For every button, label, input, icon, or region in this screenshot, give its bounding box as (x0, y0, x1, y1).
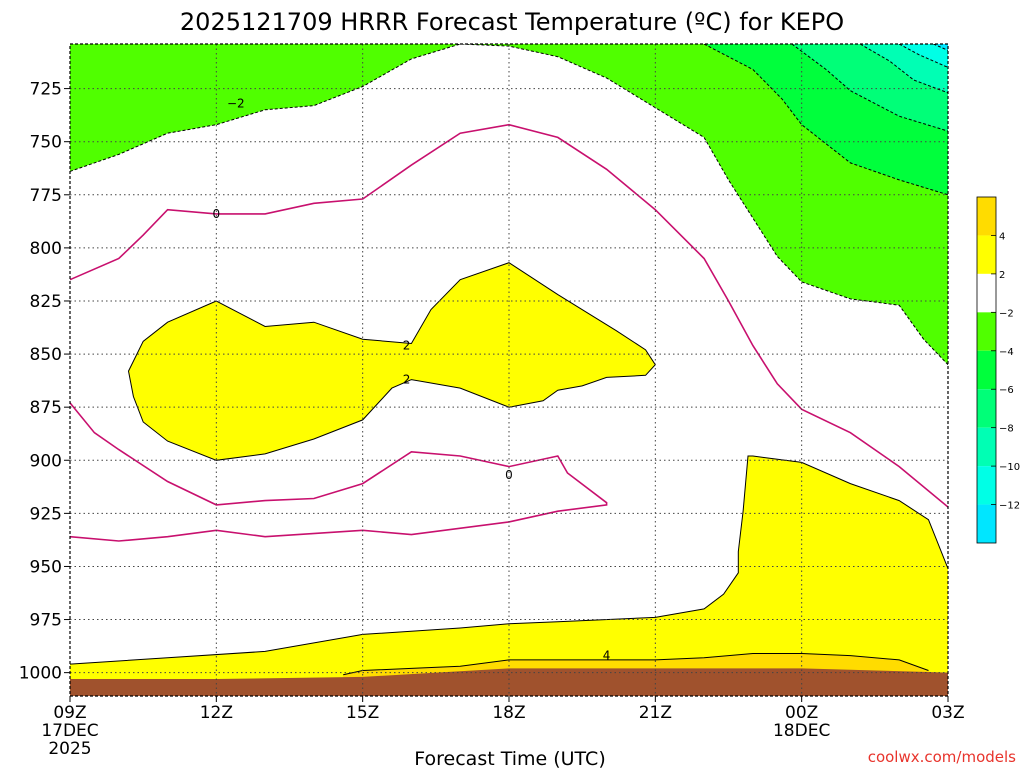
colorbar-label: −4 (999, 347, 1014, 358)
x-axis-label: Forecast Time (UTC) (414, 748, 605, 768)
contour-label: 0 (505, 468, 513, 482)
colorbar-label: 2 (999, 270, 1005, 281)
colorbar-swatch (977, 312, 996, 351)
colorbar-label: −10 (999, 462, 1020, 473)
isotherm-minus-2 (70, 44, 948, 366)
colorbar-swatch (977, 466, 996, 505)
contour-label: 0 (213, 207, 221, 221)
x-tick-label: 15Z (346, 703, 379, 723)
colorbar-swatch (977, 504, 996, 543)
colorbar-swatch (977, 197, 996, 236)
contour-label: 2 (403, 373, 411, 387)
x-tick-date: 17DEC (41, 721, 98, 741)
contour-label: 4 (603, 649, 611, 663)
colorbar-label: −8 (999, 424, 1014, 435)
y-tick-label: 850 (30, 345, 62, 365)
cold-isotherm-2 (791, 44, 948, 132)
colorbar-swatch (977, 235, 996, 274)
y-tick-label: 950 (30, 557, 62, 577)
y-tick-label: 1000 (19, 664, 62, 684)
freezing-line-upper (70, 123, 948, 508)
cold-isotherm-1 (703, 44, 948, 196)
colorbar-label: −6 (999, 385, 1014, 396)
isotherm-plus-4 (343, 653, 929, 676)
freezing-line-lower (70, 402, 608, 542)
y-tick-label: 775 (30, 186, 62, 206)
y-tick-label: 800 (30, 239, 62, 259)
y-tick-label: 975 (30, 611, 62, 631)
x-tick-label: 09Z (53, 703, 86, 723)
y-tick-label: 725 (30, 80, 62, 100)
x-tick-year: 2025 (48, 739, 91, 759)
grid (70, 44, 948, 696)
y-tick-label: 825 (30, 292, 62, 312)
y-tick-label: 925 (30, 504, 62, 524)
colorbar-label: −2 (999, 308, 1014, 319)
x-tick-date: 18DEC (773, 721, 830, 741)
axes: 725 750 775 800 825 850 875 900 925 950 975 1000 09Z… (19, 43, 965, 759)
warm-blob-midlevel (127, 262, 656, 461)
cold-region (70, 44, 948, 365)
contour-label: −2 (227, 96, 245, 110)
x-tick-label: 21Z (639, 703, 672, 723)
cold-isotherm-4 (898, 44, 948, 68)
contour-label: 2 (403, 339, 411, 353)
isotherm-plus-2-low (70, 455, 948, 665)
colorbar-label: −12 (999, 501, 1020, 512)
cold-isotherm-3 (859, 44, 948, 94)
x-tick-label: 12Z (200, 703, 233, 723)
cold-isotherm-5 (933, 44, 948, 51)
colorbar: 4 2 −2 −4 −6 −8 −10 −12 (976, 196, 1020, 544)
colorbar-swatch (977, 350, 996, 390)
colorbar-label: 4 (999, 231, 1005, 242)
x-tick-label: 00Z (785, 703, 818, 723)
chart-title: 2025121709 HRRR Forecast Temperature (ºC… (180, 8, 844, 36)
x-tick-label: 03Z (931, 703, 964, 723)
colorbar-frame (976, 196, 997, 544)
y-tick-label: 750 (30, 133, 62, 153)
warm-region-low (70, 456, 948, 696)
y-tick-label: 875 (30, 398, 62, 418)
colorbar-swatch (977, 427, 996, 467)
source-credit[interactable]: coolwx.com/models (868, 748, 1016, 766)
ground-surface (70, 668, 948, 696)
colorbar-swatch (977, 389, 996, 428)
x-tick-label: 18Z (492, 703, 525, 723)
colorbar-swatch (977, 273, 996, 313)
y-tick-label: 900 (30, 451, 62, 471)
